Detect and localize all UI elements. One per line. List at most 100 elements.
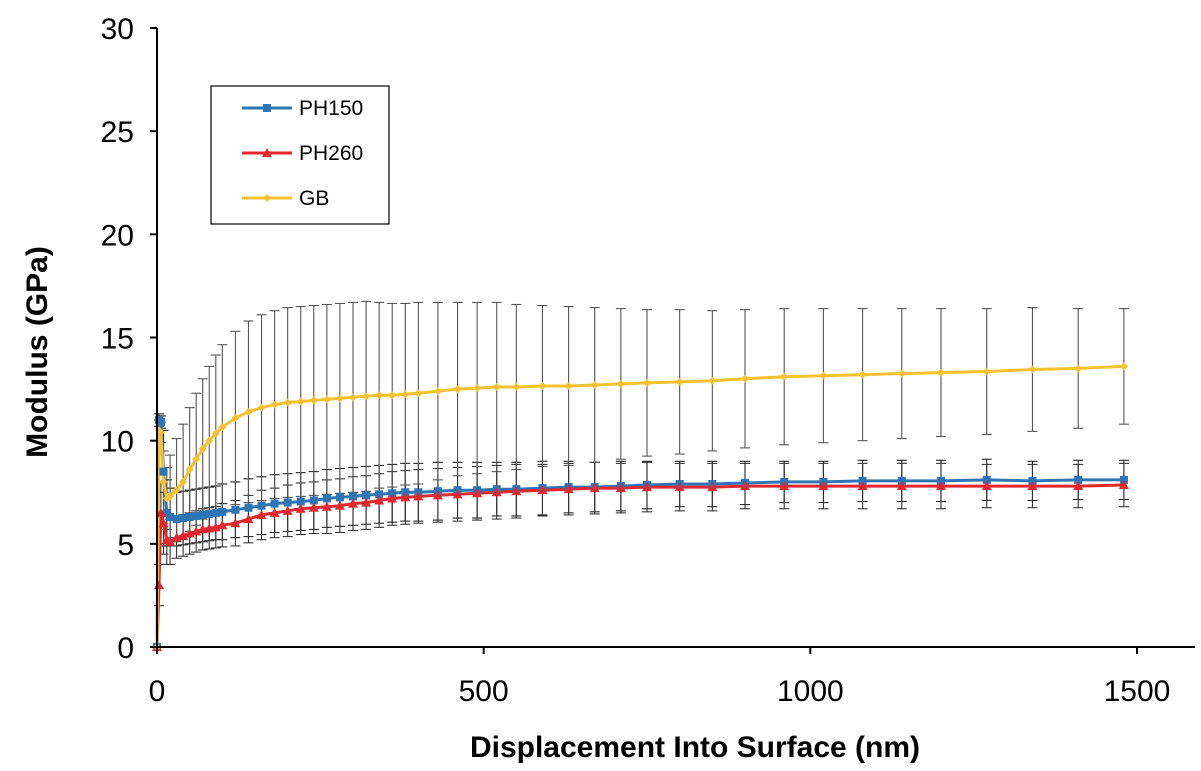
ph260-data-point: [589, 483, 600, 493]
ph260-data-point: [779, 481, 790, 491]
legend-ph150-label: PH150: [299, 97, 363, 120]
legend-ph260-marker: [262, 148, 272, 157]
ph260-data-point: [348, 498, 358, 508]
gb-data-point: [156, 428, 165, 437]
ph260-data-point: [740, 481, 750, 491]
gb-data-point: [401, 390, 410, 399]
x-tick-label: 0: [149, 675, 166, 708]
ph150-data-point: [257, 501, 266, 510]
error-bars-layer: [153, 300, 1129, 607]
gb-data-point: [643, 378, 651, 387]
ph150-data-point: [335, 493, 344, 502]
ph260-data-point: [321, 501, 332, 511]
gb-data-point: [159, 477, 168, 486]
x-tick-label: 1000: [777, 675, 844, 708]
x-tick-label: 500: [459, 675, 509, 708]
gb-data-point: [819, 371, 828, 380]
gb-data-point: [270, 400, 279, 409]
gb-data-point: [512, 383, 521, 392]
gb-data-point: [616, 379, 625, 388]
y-tick-label: 25: [101, 116, 134, 149]
ph260-data-point: [153, 580, 164, 590]
ph150-data-point: [897, 476, 906, 485]
ph260-data-point: [230, 518, 241, 528]
ph150-data-point: [1074, 475, 1083, 484]
ph150-data-point: [192, 511, 201, 520]
y-axis-ticks: 0 5 10 15 20 25 30: [101, 13, 157, 665]
gb-data-point: [185, 465, 194, 474]
ph150-data-point: [375, 490, 384, 499]
ph150-data-point: [349, 492, 357, 501]
ph150-series-line: [155, 418, 1124, 648]
ph260-data-point: [896, 481, 907, 491]
legend: PH150 PH260 GB: [210, 85, 390, 225]
ph260-data-point: [936, 481, 946, 491]
gb-data-point: [675, 377, 684, 386]
gb-data-point: [1119, 362, 1128, 371]
ph260-data-point: [295, 503, 306, 513]
ph260-data-point: [707, 482, 718, 492]
x-axis-ticks: 0 500 1000 1500: [149, 647, 1170, 708]
gb-data-point: [179, 477, 188, 486]
ph150-data-point: [401, 488, 410, 497]
ph150-data-point: [244, 503, 253, 512]
gb-data-point: [388, 391, 397, 400]
gb-data-point: [296, 397, 305, 406]
gb-data-point: [231, 413, 240, 422]
gb-data-point: [349, 393, 357, 402]
ph150-data-point: [309, 496, 318, 505]
gb-data-point: [192, 455, 201, 464]
gb-data-point: [218, 423, 227, 432]
gb-data-point: [780, 372, 789, 381]
ph150-data-point: [1119, 475, 1128, 484]
gb-data-point: [590, 380, 599, 389]
ph150-data-point: [179, 514, 188, 523]
gb-data-point: [322, 395, 331, 404]
ph150-data-point: [162, 508, 171, 517]
ph150-data-point: [166, 513, 175, 522]
gb-data-point: [335, 394, 344, 403]
ph260-data-point: [491, 487, 502, 497]
ph260-data-point: [374, 495, 385, 505]
ph150-data-point: [283, 498, 292, 507]
ph150-data-point: [198, 510, 207, 519]
y-tick-label: 30: [101, 13, 134, 46]
gb-data-point: [564, 381, 573, 390]
ph260-data-point: [511, 486, 522, 496]
legend-gb-marker: [263, 194, 271, 202]
ph260-data-point: [615, 483, 626, 493]
gb-data-point: [283, 398, 292, 407]
legend-ph150-marker: [263, 104, 271, 112]
ph150-data-point: [172, 515, 181, 524]
gb-data-point: [375, 391, 384, 400]
gb-data-point: [205, 436, 214, 445]
gb-data-point: [1074, 364, 1083, 373]
ph260-data-point: [981, 481, 992, 491]
ph150-data-point: [218, 507, 227, 516]
ph150-data-point: [231, 505, 240, 514]
gb-data-point: [492, 383, 501, 392]
ph260-data-point: [563, 484, 574, 494]
gb-data-point: [433, 387, 442, 396]
ph260-data-point: [400, 492, 411, 502]
ph260-data-point: [452, 489, 463, 499]
ph260-data-point: [243, 514, 254, 524]
ph150-data-point: [270, 499, 279, 508]
ph260-data-point: [387, 493, 398, 503]
gb-data-point: [897, 369, 906, 378]
ph260-data-point: [155, 507, 166, 517]
y-tick-label: 20: [101, 219, 134, 252]
ph260-data-point: [361, 497, 372, 507]
ph260-data-point: [334, 500, 345, 510]
ph150-data-point: [205, 509, 214, 518]
ph150-data-point: [322, 494, 331, 503]
gb-data-point: [211, 429, 220, 438]
ph260-data-point: [269, 507, 280, 517]
ph260-data-point: [1118, 480, 1129, 490]
gb-data-point: [708, 376, 717, 385]
ph260-data-point: [857, 481, 868, 491]
series-markers-layer: [152, 362, 1129, 651]
gb-data-point: [453, 385, 462, 394]
ph150-data-point: [159, 467, 168, 476]
legend-ph260-label: PH260: [299, 142, 363, 165]
